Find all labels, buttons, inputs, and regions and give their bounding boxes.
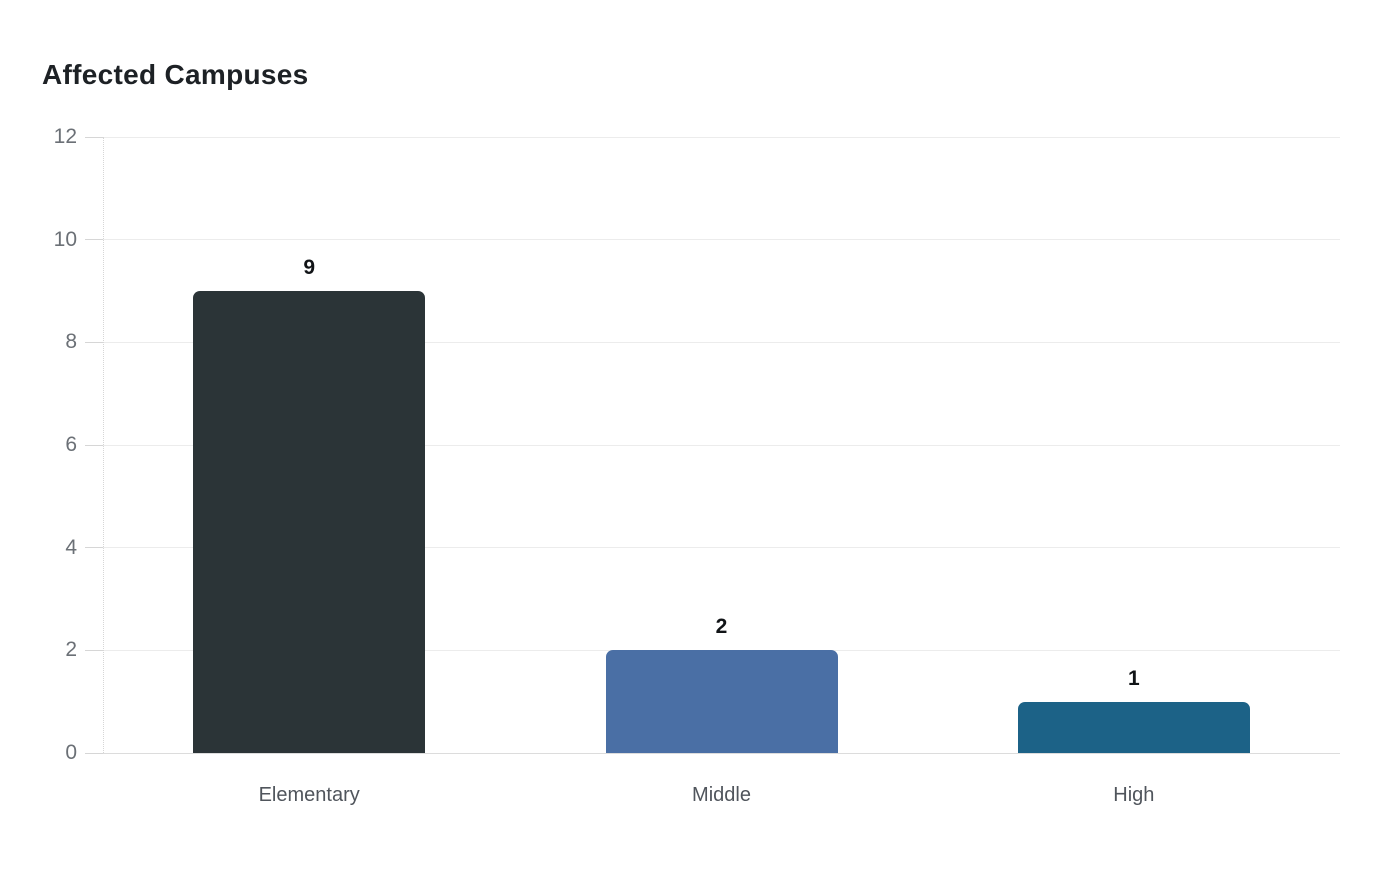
x-tick-label-high: High [1113,784,1155,806]
y-tick-mark-4 [85,547,103,549]
value-label-high: 1 [1127,666,1140,690]
gridline-y-6 [103,444,1340,446]
value-label-elementary: 9 [303,256,315,279]
y-tick-mark-0 [85,752,103,754]
plot-area: 0 2 4 6 8 10 12 9 Elementary 2 Middle 1 High [54,126,1340,806]
bar-elementary [193,291,426,753]
y-tick-label-0: 0 [65,741,77,764]
value-label-middle: 2 [715,615,728,639]
y-tick-mark-12 [85,136,103,138]
bar-middle [605,650,838,753]
y-tick-label-10: 10 [53,227,77,251]
y-axis-line [103,137,104,753]
gridline-y-4 [103,547,1340,549]
gridline-y-2 [103,649,1340,651]
chart-title: Affected Campuses [42,59,309,90]
y-tick-mark-8 [85,341,103,343]
y-tick-label-8: 8 [65,330,77,354]
gridline-y-8 [103,341,1340,343]
y-tick-label-12: 12 [53,125,77,148]
gridline-y-0 [103,752,1340,754]
gridline-y-10 [103,239,1340,241]
y-tick-label-4: 4 [65,535,77,559]
x-tick-label-elementary: Elementary [258,784,360,806]
y-tick-mark-6 [85,444,103,446]
y-tick-label-2: 2 [65,638,77,662]
x-tick-label-middle: Middle [692,784,751,806]
y-tick-label-6: 6 [65,433,77,456]
y-tick-mark-2 [85,649,103,651]
bar-high [1017,701,1250,753]
y-tick-mark-10 [85,239,103,241]
gridline-y-12 [103,136,1340,138]
